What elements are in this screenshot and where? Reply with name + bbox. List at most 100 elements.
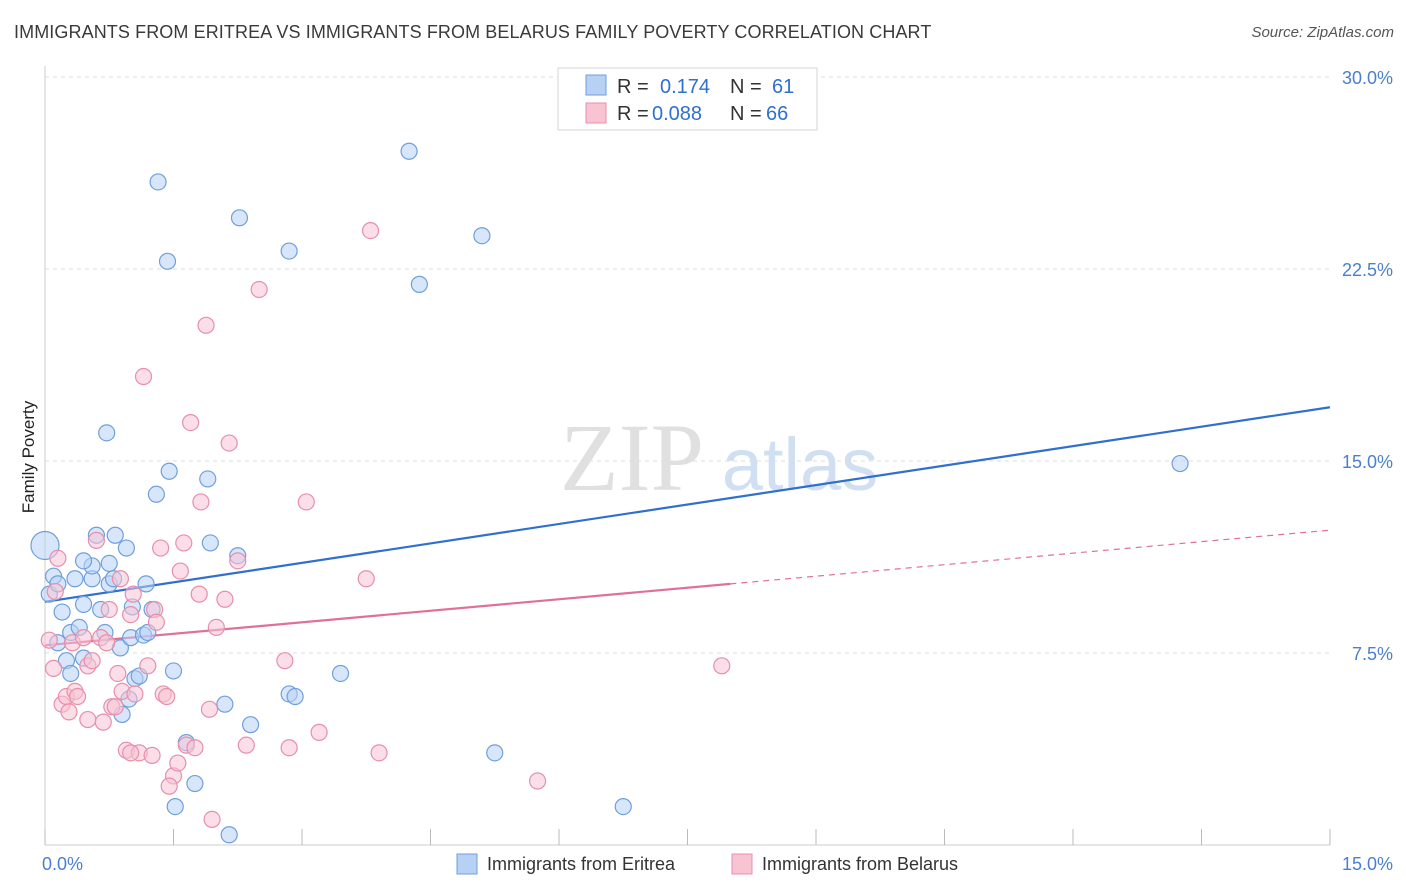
belarus-point bbox=[357, 570, 375, 588]
belarus-point bbox=[200, 700, 219, 718]
belarus-point bbox=[79, 710, 97, 729]
eritrea-point bbox=[280, 242, 298, 260]
eritrea-point bbox=[486, 744, 504, 762]
belarus-point bbox=[106, 698, 124, 716]
legend-r-label-eritrea: R = bbox=[617, 76, 649, 98]
belarus-point bbox=[216, 590, 234, 608]
eritrea-point bbox=[410, 275, 428, 293]
y-tick-label: 22.5% bbox=[1342, 260, 1393, 280]
eritrea-point bbox=[158, 252, 177, 270]
belarus-point bbox=[147, 613, 165, 631]
eritrea-point bbox=[331, 664, 350, 683]
data-points bbox=[30, 142, 1189, 844]
belarus-point bbox=[122, 605, 140, 624]
belarus-point bbox=[83, 652, 101, 670]
eritrea-point bbox=[473, 227, 491, 245]
legend-bottom-label-eritrea: Immigrants from Eritrea bbox=[487, 854, 676, 874]
belarus-point bbox=[361, 222, 380, 240]
belarus-point bbox=[276, 652, 294, 670]
belarus-point bbox=[158, 687, 176, 706]
belarus-point bbox=[134, 367, 153, 386]
belarus-point bbox=[237, 736, 255, 754]
belarus-point bbox=[98, 634, 116, 652]
eritrea-point bbox=[53, 603, 71, 621]
legend-swatch-eritrea bbox=[585, 74, 607, 96]
legend-r-value-belarus: 0.088 bbox=[652, 103, 702, 125]
belarus-point bbox=[175, 534, 193, 552]
eritrea-point bbox=[62, 664, 80, 683]
belarus-point bbox=[126, 685, 144, 703]
belarus-point bbox=[186, 739, 204, 757]
legend-n-value-eritrea: 61 bbox=[772, 76, 794, 98]
eritrea-point bbox=[160, 462, 178, 480]
belarus-point bbox=[143, 746, 161, 765]
belarus-point bbox=[94, 713, 112, 731]
source-credit: Source: ZipAtlas.com bbox=[1251, 24, 1394, 41]
belarus-point bbox=[111, 570, 129, 588]
eritrea-point bbox=[216, 695, 234, 713]
eritrea-point bbox=[400, 142, 418, 160]
belarus-point bbox=[207, 618, 225, 637]
belarus-point bbox=[197, 316, 215, 334]
legend-bottom-swatch-belarus bbox=[731, 853, 753, 875]
eritrea-point bbox=[149, 173, 167, 191]
axes: 7.5% 15.0% 22.5% 30.0% 0.0% 15.0% bbox=[42, 66, 1393, 874]
legend-n-label-belarus: N = bbox=[730, 103, 762, 125]
belarus-point bbox=[190, 585, 208, 603]
belarus-point bbox=[44, 659, 63, 677]
belarus-point bbox=[203, 810, 221, 829]
x-tick-label: 0.0% bbox=[42, 854, 83, 874]
eritrea-point bbox=[98, 424, 116, 442]
eritrea-point bbox=[117, 539, 135, 557]
belarus-point bbox=[250, 280, 268, 299]
eritrea-point bbox=[106, 526, 124, 544]
belarus-point bbox=[60, 703, 78, 721]
belarus-point bbox=[297, 493, 315, 511]
belarus-point bbox=[46, 582, 64, 601]
watermark-zip: ZIP bbox=[560, 404, 704, 511]
y-tick-label: 15.0% bbox=[1342, 452, 1393, 472]
watermark: ZIP atlas bbox=[560, 404, 878, 511]
belarus-point bbox=[87, 531, 106, 549]
belarus-point bbox=[122, 744, 140, 762]
watermark-atlas: atlas bbox=[722, 423, 878, 506]
chart-title: IMMIGRANTS FROM ERITREA VS IMMIGRANTS FR… bbox=[14, 22, 932, 42]
eritrea-point bbox=[614, 797, 632, 816]
legend-swatch-belarus bbox=[585, 102, 607, 124]
eritrea-point bbox=[186, 774, 204, 793]
belarus-point bbox=[40, 631, 58, 649]
belarus-trend-extension bbox=[730, 529, 1331, 585]
eritrea-point bbox=[74, 552, 93, 570]
legend-bottom-swatch-eritrea bbox=[456, 853, 478, 875]
belarus-point bbox=[370, 744, 388, 762]
belarus-point bbox=[169, 754, 187, 772]
belarus-point bbox=[310, 723, 328, 741]
belarus-point bbox=[220, 434, 238, 452]
belarus-point bbox=[713, 657, 731, 675]
eritrea-point bbox=[199, 470, 217, 488]
belarus-point bbox=[124, 585, 142, 603]
legend-n-value-belarus: 66 bbox=[766, 103, 788, 125]
belarus-point bbox=[280, 739, 298, 757]
x-tick-label: 15.0% bbox=[1342, 854, 1393, 874]
belarus-point bbox=[74, 629, 93, 647]
belarus-point bbox=[109, 664, 127, 683]
eritrea-point bbox=[147, 485, 165, 503]
belarus-point bbox=[171, 562, 189, 580]
eritrea-point bbox=[242, 716, 260, 734]
belarus-point bbox=[182, 414, 200, 432]
eritrea-trend-line bbox=[44, 406, 1331, 603]
stats-legend: R = 0.174 N = 61 R = 0.088 N = 66 bbox=[557, 67, 818, 131]
y-tick-label: 30.0% bbox=[1342, 68, 1393, 88]
eritrea-point bbox=[220, 826, 238, 844]
belarus-point bbox=[100, 600, 118, 619]
eritrea-point bbox=[1171, 454, 1189, 473]
belarus-point bbox=[192, 493, 210, 511]
belarus-point bbox=[49, 549, 67, 567]
legend-r-value-eritrea: 0.174 bbox=[660, 76, 710, 98]
belarus-trend-line bbox=[44, 582, 731, 647]
eritrea-point bbox=[166, 797, 184, 816]
eritrea-point bbox=[66, 570, 84, 588]
belarus-point bbox=[528, 772, 547, 790]
